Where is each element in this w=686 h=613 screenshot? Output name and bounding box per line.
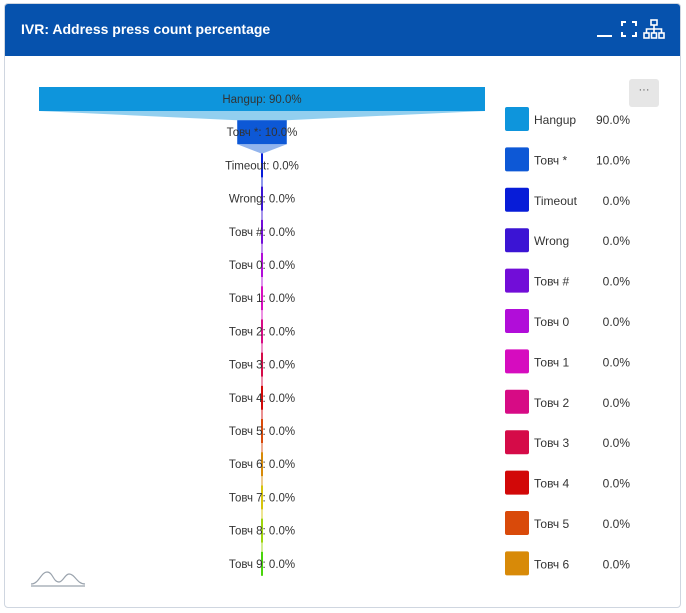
legend-swatch-10[interactable] bbox=[505, 511, 529, 535]
legend-value-6: 0.0% bbox=[603, 355, 631, 369]
legend-value-7: 0.0% bbox=[603, 396, 631, 410]
legend-swatch-6[interactable] bbox=[505, 349, 529, 374]
legend-swatch-9[interactable] bbox=[505, 470, 529, 495]
funnel-label-12: Товч 7: 0.0% bbox=[229, 492, 295, 504]
card-header: IVR: Address press count percentage bbox=[5, 4, 680, 56]
funnel-segment-4[interactable] bbox=[261, 219, 263, 244]
legend-label-4[interactable]: Товч # bbox=[534, 275, 569, 289]
funnel-label-3: Wrong: 0.0% bbox=[229, 194, 295, 206]
funnel-connector bbox=[261, 243, 263, 253]
funnel-connector bbox=[237, 144, 287, 154]
funnel-label-7: Товч 2: 0.0% bbox=[229, 326, 295, 338]
legend-label-0[interactable]: Hangup bbox=[534, 113, 576, 127]
funnel-segment-12[interactable] bbox=[261, 485, 263, 510]
legend-value-4: 0.0% bbox=[603, 275, 631, 289]
legend-label-7[interactable]: Товч 2 bbox=[534, 396, 569, 410]
funnel-segment-6[interactable] bbox=[261, 286, 263, 311]
legend-value-1: 10.0% bbox=[596, 153, 630, 167]
funnel-label-1: Товч *: 10.0% bbox=[227, 127, 298, 139]
legend-label-3[interactable]: Wrong bbox=[534, 234, 569, 248]
legend-swatch-0[interactable] bbox=[505, 107, 529, 131]
legend-value-9: 0.0% bbox=[603, 477, 631, 491]
legend-value-0: 90.0% bbox=[596, 113, 630, 127]
legend-label-2[interactable]: Timeout bbox=[534, 194, 578, 208]
funnel-segment-3[interactable] bbox=[261, 186, 263, 211]
funnel-label-8: Товч 3: 0.0% bbox=[229, 360, 295, 372]
hierarchy-icon[interactable] bbox=[643, 18, 665, 40]
funnel-label-4: Товч #: 0.0% bbox=[229, 227, 295, 239]
funnel-segment-14[interactable] bbox=[261, 551, 263, 576]
funnel-label-0: Hangup: 90.0% bbox=[222, 94, 301, 106]
more-options-button[interactable]: ··· bbox=[629, 79, 659, 107]
funnel-connector bbox=[261, 177, 263, 187]
funnel-connector bbox=[261, 509, 263, 519]
funnel-segment-2[interactable] bbox=[261, 153, 263, 178]
funnel-connector bbox=[261, 476, 263, 486]
funnel-segment-8[interactable] bbox=[261, 352, 263, 377]
legend-swatch-4[interactable] bbox=[505, 268, 529, 293]
legend-swatch-3[interactable] bbox=[505, 228, 529, 253]
funnel-segment-9[interactable] bbox=[261, 385, 263, 410]
legend-swatch-1[interactable] bbox=[505, 147, 529, 172]
funnel-segment-13[interactable] bbox=[261, 518, 263, 543]
funnel-segment-10[interactable] bbox=[261, 419, 263, 443]
funnel-label-14: Товч 9: 0.0% bbox=[229, 559, 295, 571]
funnel-label-9: Товч 4: 0.0% bbox=[229, 393, 295, 405]
legend-label-5[interactable]: Товч 0 bbox=[534, 315, 569, 329]
funnel-label-6: Товч 1: 0.0% bbox=[229, 293, 295, 305]
fullscreen-icon[interactable] bbox=[618, 18, 640, 40]
legend-value-3: 0.0% bbox=[603, 234, 631, 248]
legend-value-10: 0.0% bbox=[603, 517, 631, 531]
funnel-connector bbox=[261, 210, 263, 220]
funnel-connector bbox=[261, 409, 263, 419]
funnel-connector bbox=[261, 443, 263, 453]
legend-value-2: 0.0% bbox=[603, 194, 631, 208]
funnel-segment-11[interactable] bbox=[261, 452, 263, 477]
funnel-segment-0[interactable] bbox=[39, 87, 485, 111]
legend-swatch-8[interactable] bbox=[505, 430, 529, 455]
funnel-connector bbox=[261, 277, 263, 287]
legend-swatch-5[interactable] bbox=[505, 309, 529, 333]
funnel-label-5: Товч 0: 0.0% bbox=[229, 260, 295, 272]
legend-value-5: 0.0% bbox=[603, 315, 631, 329]
legend-label-9[interactable]: Товч 4 bbox=[534, 477, 569, 491]
funnel-chart: Hangup: 90.0% Товч *: 10.0% Timeout: 0.0% W… bbox=[39, 87, 631, 576]
legend-label-6[interactable]: Товч 1 bbox=[534, 355, 569, 369]
minimize-icon[interactable] bbox=[594, 18, 616, 40]
legend-label-1[interactable]: Товч * bbox=[534, 153, 567, 167]
funnel-label-10: Товч 5: 0.0% bbox=[229, 426, 295, 438]
chart-title: IVR: Address press count percentage bbox=[21, 21, 271, 37]
legend-label-10[interactable]: Товч 5 bbox=[534, 517, 569, 531]
funnel-connector bbox=[261, 310, 263, 320]
legend-label-8[interactable]: Товч 3 bbox=[534, 436, 569, 450]
legend-value-11: 0.0% bbox=[603, 557, 631, 571]
funnel-connector bbox=[261, 343, 263, 353]
funnel-label-13: Товч 8: 0.0% bbox=[229, 526, 295, 538]
funnel-segment-1[interactable] bbox=[237, 120, 287, 145]
chart-logo-icon bbox=[29, 566, 87, 593]
funnel-label-11: Товч 6: 0.0% bbox=[229, 459, 295, 471]
legend-value-8: 0.0% bbox=[603, 436, 631, 450]
legend-swatch-11[interactable] bbox=[505, 551, 529, 576]
funnel-segment-7[interactable] bbox=[261, 319, 263, 344]
funnel-segment-5[interactable] bbox=[261, 253, 263, 277]
legend-swatch-7[interactable] bbox=[505, 389, 529, 414]
funnel-connector bbox=[261, 542, 263, 552]
legend-swatch-2[interactable] bbox=[505, 187, 529, 212]
chart-card: IVR: Address press count percentage ··· … bbox=[4, 3, 681, 608]
funnel-label-2: Timeout: 0.0% bbox=[225, 160, 299, 172]
legend-label-11[interactable]: Товч 6 bbox=[534, 557, 569, 571]
funnel-connector bbox=[39, 111, 485, 121]
funnel-connector bbox=[261, 376, 263, 386]
